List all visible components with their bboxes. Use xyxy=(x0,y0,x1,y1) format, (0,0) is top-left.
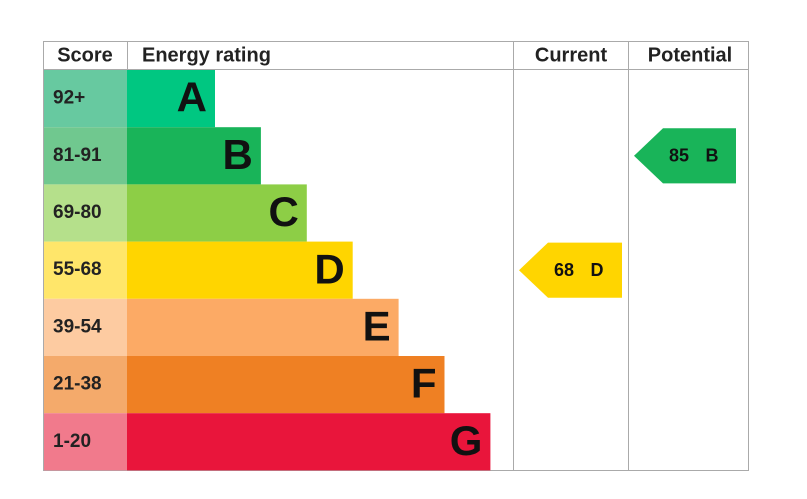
potential-pointer xyxy=(634,128,736,184)
rating-letter: C xyxy=(268,188,298,235)
rating-letter: E xyxy=(363,302,391,349)
score-cell xyxy=(44,127,127,185)
rating-bar xyxy=(127,413,491,471)
score-cell xyxy=(44,241,127,299)
rating-bar xyxy=(127,70,215,128)
score-cell xyxy=(44,298,127,356)
current-value: 68 xyxy=(554,260,574,280)
rating-bar xyxy=(127,298,399,356)
score-label: 81-91 xyxy=(53,145,102,166)
header-potential: Potential xyxy=(648,44,732,66)
score-label: 39-54 xyxy=(53,316,102,337)
score-label: 55-68 xyxy=(53,259,102,280)
rating-letter: A xyxy=(177,74,207,121)
rating-letter: F xyxy=(411,360,437,407)
potential-value: 85 xyxy=(669,146,689,166)
score-cell xyxy=(44,356,127,414)
score-label: 92+ xyxy=(53,88,85,109)
header-current: Current xyxy=(535,44,608,66)
rating-letter: B xyxy=(223,131,253,178)
score-cell xyxy=(44,184,127,242)
score-label: 21-38 xyxy=(53,374,102,395)
rating-bar xyxy=(127,127,261,185)
header-score: Score xyxy=(57,44,113,66)
rating-letter: G xyxy=(450,417,483,464)
potential-letter: B xyxy=(706,146,719,166)
current-letter: D xyxy=(591,260,604,280)
rating-bar xyxy=(127,356,445,414)
score-cell xyxy=(44,413,127,471)
frame xyxy=(43,41,749,471)
header-rating: Energy rating xyxy=(142,44,271,66)
score-label: 69-80 xyxy=(53,202,102,223)
rating-letter: D xyxy=(314,245,344,292)
current-pointer xyxy=(519,242,622,298)
rating-bar xyxy=(127,241,353,299)
score-label: 1-20 xyxy=(53,431,91,452)
rating-bar xyxy=(127,184,307,242)
score-cell xyxy=(44,70,127,128)
